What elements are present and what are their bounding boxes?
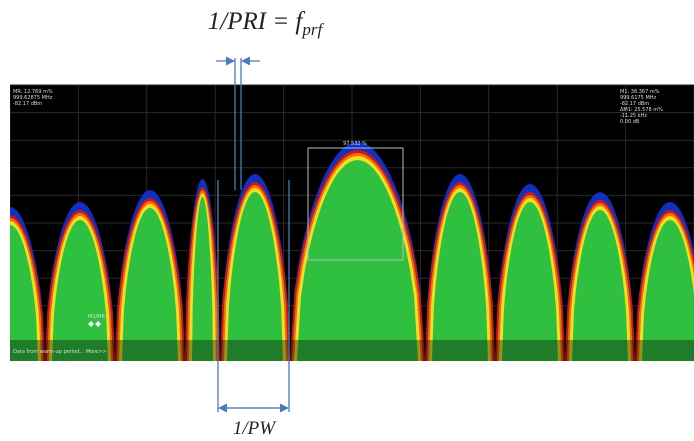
clip-left [0, 85, 10, 361]
marker-text: -11.25 kHz [620, 113, 647, 119]
pri-sub: prf [302, 20, 323, 39]
pw-label: 1/PW [232, 418, 276, 439]
marker-text: M1: 38.367 m% [620, 89, 660, 95]
marker-text: MR: 12.769 m% [13, 89, 53, 95]
marker-text: 999.62875 MHz [13, 95, 53, 101]
marker-text: 999.6175 MHz [620, 95, 657, 101]
pri-label: 1/PRI = fprf [0, 8, 530, 40]
mask-bottom [10, 340, 694, 361]
marker-tag: M1/MR [88, 314, 105, 320]
marker-diamonds [88, 321, 101, 327]
marker-text: -82.17 dBm [13, 101, 42, 107]
marker-box [307, 147, 404, 261]
box-label: 97.532 % [343, 141, 367, 147]
marker-text: -82.17 dBm [620, 101, 649, 107]
status-text: Data from warm-up period... More>> [13, 349, 107, 355]
spectrum [0, 85, 694, 361]
marker-text: ΔM1: 25.578 m% [620, 107, 663, 113]
pri-text: 1/PRI = f [207, 8, 303, 35]
marker-text: 0.00 dB [620, 119, 640, 125]
